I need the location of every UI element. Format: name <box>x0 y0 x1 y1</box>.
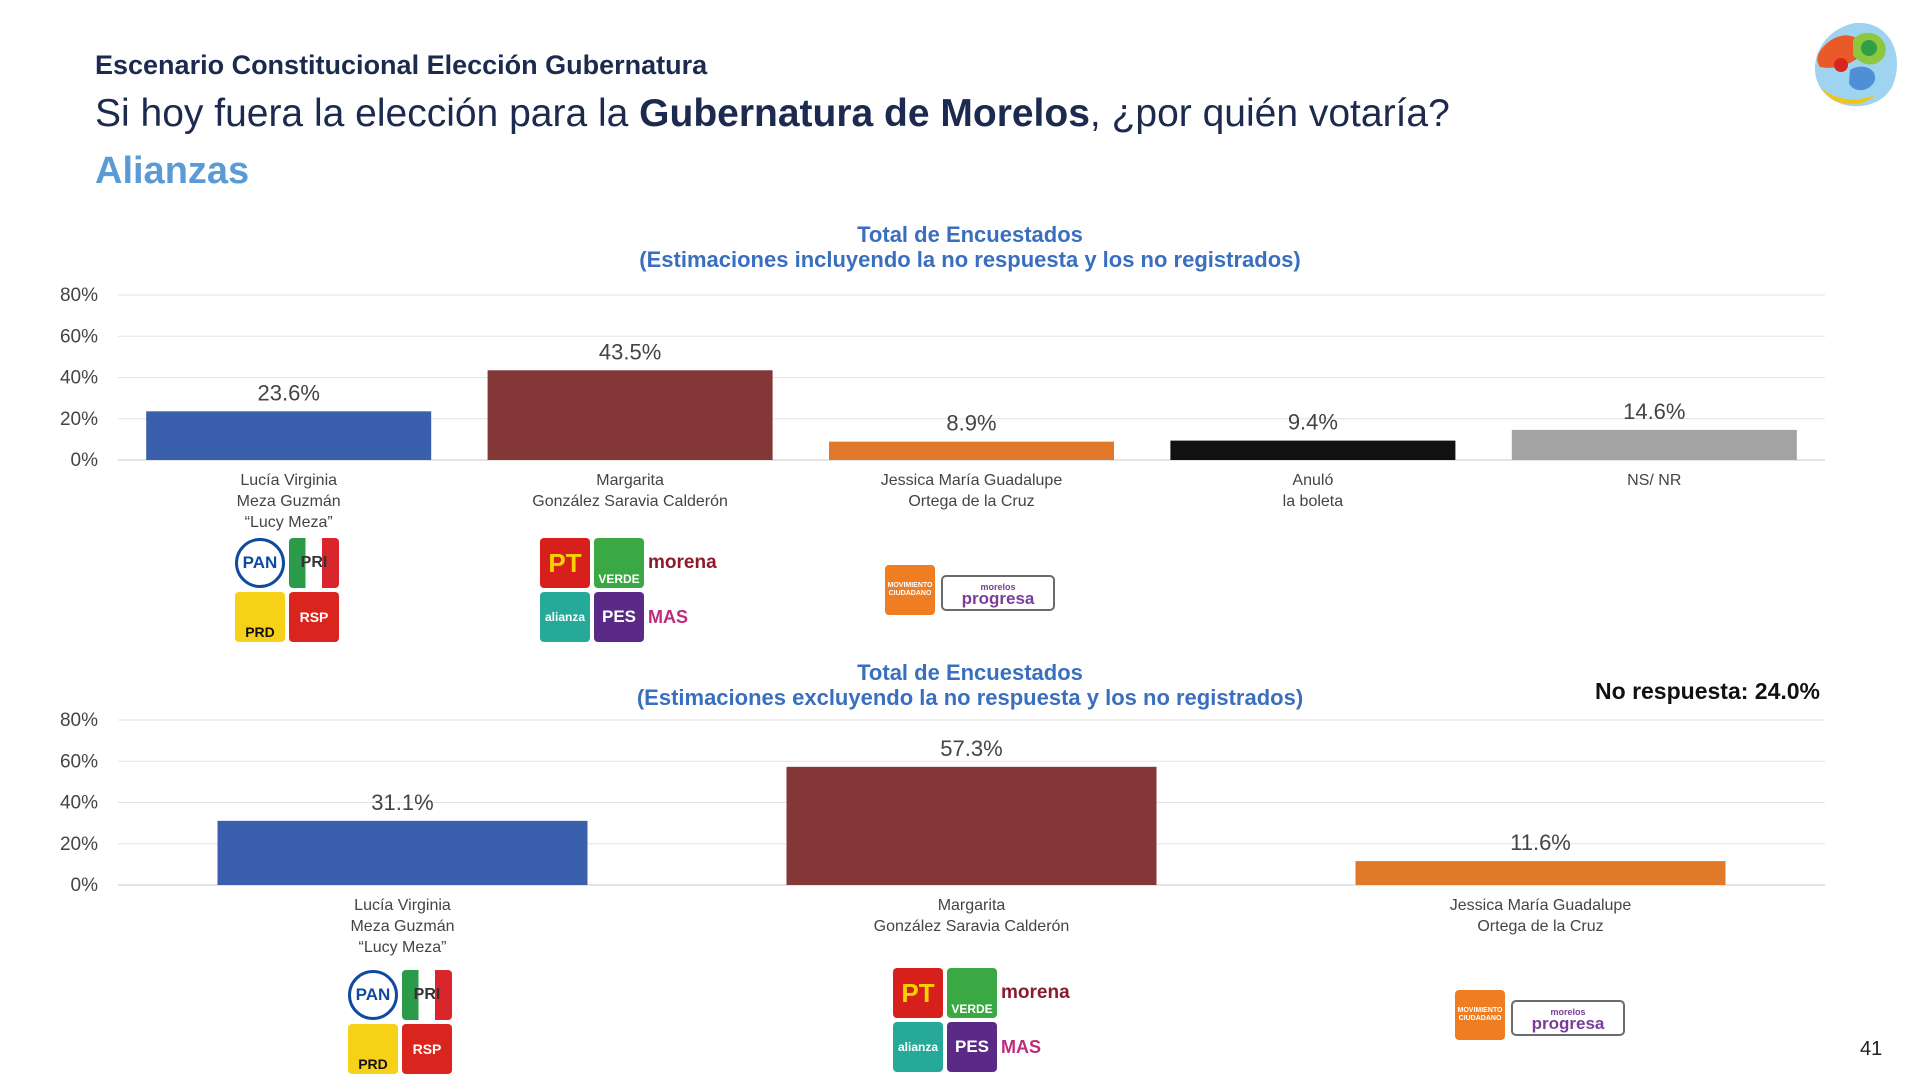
page-number: 41 <box>1860 1038 1883 1060</box>
question-prefix: Si hoy fuera la elección para la <box>95 92 640 135</box>
question-suffix: , ¿por quién votaría? <box>1089 92 1450 135</box>
chart1-ytick-label: 40% <box>60 368 98 389</box>
morena-logo-icon: morena <box>648 552 717 573</box>
chart2-category-line: Jessica María Guadalupe <box>1449 897 1632 914</box>
section-label: Alianzas <box>95 150 250 192</box>
mas-logo-icon: MAS <box>648 606 688 627</box>
chart2-category-line: Lucía Virginia <box>354 897 451 914</box>
chart1-bar-3 <box>1170 440 1456 460</box>
progresa-text: progresa <box>961 589 1035 608</box>
chart1-category-line: Anuló <box>1292 472 1334 489</box>
chart2-bar-chart: 0% 20% 40% 60% 80% 31.1% 57.3% 11.6% <box>60 710 1825 896</box>
chart2-ytick-label: 20% <box>60 834 98 855</box>
chart2-ytick-label: 0% <box>71 875 99 896</box>
chart1-subtitle: (Estimaciones incluyendo la no respuesta… <box>639 247 1301 272</box>
chart2-category-line: Ortega de la Cruz <box>1477 918 1604 935</box>
chart2-title-line: Total de Encuestados <box>857 660 1083 685</box>
chart1-ytick-label: 80% <box>60 285 98 306</box>
chart1-category-label-1: Margarita González Saravia Calderón <box>480 470 780 512</box>
mas-logo-icon: MAS <box>1001 1036 1041 1057</box>
chart2-bar-2 <box>1355 861 1726 885</box>
chart1-category-line: Margarita <box>596 472 664 489</box>
progresa-small-text: morelos <box>1550 1007 1586 1017</box>
chart2-bar-0 <box>217 820 588 885</box>
movimiento-ciudadano-logo-icon: MOVIMIENTO CIUDADANO <box>885 565 935 615</box>
no-response-note: No respuesta: 24.0% <box>1595 678 1820 704</box>
pes-logo-icon: PES <box>594 592 644 642</box>
prd-logo-icon: PRD <box>235 592 285 642</box>
morena-logo-icon: morena <box>1001 982 1070 1003</box>
chart1-category-line: Ortega de la Cruz <box>908 493 1035 510</box>
chart2-bar-1 <box>786 766 1157 885</box>
chart1-data-label-4: 14.6% <box>1623 399 1685 424</box>
pri-logo-icon: PRI <box>289 538 339 588</box>
chart1-category-label-4: NS/ NR <box>1504 470 1804 491</box>
chart1-category-line: Meza Guzmán <box>236 493 341 510</box>
pes-logo-icon: PES <box>947 1022 997 1072</box>
chart2-data-label-0: 31.1% <box>371 790 433 815</box>
chart1-category-line: NS/ NR <box>1627 472 1682 489</box>
pan-logo-icon: PAN <box>235 538 285 588</box>
chart1-bar-2 <box>829 441 1114 460</box>
chart1-bar-chart: 0% 20% 40% 60% 80% 23.6% 43.5% 8.9% 9.4% 14.6% <box>60 285 1825 471</box>
morelos-progresa-logo-icon: morelos progresa <box>941 575 1055 611</box>
chart1-category-line: “Lucy Meza” <box>244 514 333 531</box>
chart2-ytick-label: 40% <box>60 793 98 814</box>
chart1-category-label-0: Lucía Virginia Meza Guzmán “Lucy Meza” <box>139 470 439 533</box>
prd-logo-icon: PRD <box>348 1024 398 1074</box>
chart2-category-line: Meza Guzmán <box>350 918 455 935</box>
chart2-data-label-2: 11.6% <box>1510 830 1571 855</box>
chart2-title: Total de Encuestados (Estimaciones exclu… <box>560 660 1380 710</box>
chart1-category-label-2: Jessica María Guadalupe Ortega de la Cruz <box>822 470 1122 512</box>
chart1-data-label-3: 9.4% <box>1288 410 1338 435</box>
pri-logo-icon: PRI <box>402 970 452 1020</box>
chart1-category-line: González Saravia Calderón <box>532 493 728 510</box>
pan-logo-icon: PAN <box>348 970 398 1020</box>
survey-question: Si hoy fuera la elección para la Guberna… <box>95 92 1450 136</box>
chart1-category-line: Lucía Virginia <box>240 472 338 489</box>
chart1-category-label-3: Anuló la boleta <box>1163 470 1463 512</box>
verde-logo-icon: VERDE <box>947 968 997 1018</box>
question-emphasis: Gubernatura de Morelos <box>639 92 1090 135</box>
chart1-category-line: Jessica María Guadalupe <box>880 472 1063 489</box>
chart1-bar-4 <box>1511 429 1797 460</box>
chart2-category-line: González Saravia Calderón <box>873 918 1070 935</box>
chart2-category-label-0: Lucía Virginia Meza Guzmán “Lucy Meza” <box>253 895 553 958</box>
chart1-title-line: Total de Encuestados <box>857 222 1083 247</box>
chart2-category-line: Margarita <box>937 897 1006 914</box>
progresa-text: progresa <box>1531 1014 1605 1033</box>
alianza-morelos-logo-icon: alianza <box>893 1022 943 1072</box>
verde-logo-icon: VERDE <box>594 538 644 588</box>
chart1-ytick-label: 60% <box>60 326 98 347</box>
chart1-bar-1 <box>487 370 773 460</box>
chart1-data-label-0: 23.6% <box>258 380 320 405</box>
chart2-category-label-1: Margarita González Saravia Calderón <box>822 895 1122 937</box>
movimiento-ciudadano-logo-icon: MOVIMIENTO CIUDADANO <box>1455 990 1505 1040</box>
chart2-ytick-label: 60% <box>60 751 98 772</box>
morelos-progresa-logo-icon: morelos progresa <box>1511 1000 1625 1036</box>
chart1-data-label-2: 8.9% <box>946 411 996 436</box>
chart1-category-line: la boleta <box>1282 493 1344 510</box>
chart1-bar-0 <box>146 411 432 460</box>
kicker-title: Escenario Constitucional Elección Gubern… <box>95 50 708 80</box>
chart1-ytick-label: 20% <box>60 409 98 430</box>
progresa-small-text: morelos <box>980 582 1016 592</box>
chart1-data-label-1: 43.5% <box>599 339 661 364</box>
rsp-logo-icon: RSP <box>289 592 339 642</box>
chart1-ytick-label: 0% <box>71 450 99 471</box>
chart2-category-label-2: Jessica María Guadalupe Ortega de la Cruz <box>1391 895 1691 937</box>
alianza-morelos-logo-icon: alianza <box>540 592 590 642</box>
pt-logo-icon: PT <box>893 968 943 1018</box>
chart2-subtitle: (Estimaciones excluyendo la no respuesta… <box>636 685 1304 710</box>
chart2-category-line: “Lucy Meza” <box>358 939 447 956</box>
chart2-data-label-1: 57.3% <box>940 736 1002 761</box>
pollster-logo-icon <box>1815 22 1898 107</box>
chart1-title: Total de Encuestados (Estimaciones inclu… <box>560 222 1380 272</box>
pt-logo-icon: PT <box>540 538 590 588</box>
chart2-ytick-label: 80% <box>60 710 98 731</box>
rsp-logo-icon: RSP <box>402 1024 452 1074</box>
